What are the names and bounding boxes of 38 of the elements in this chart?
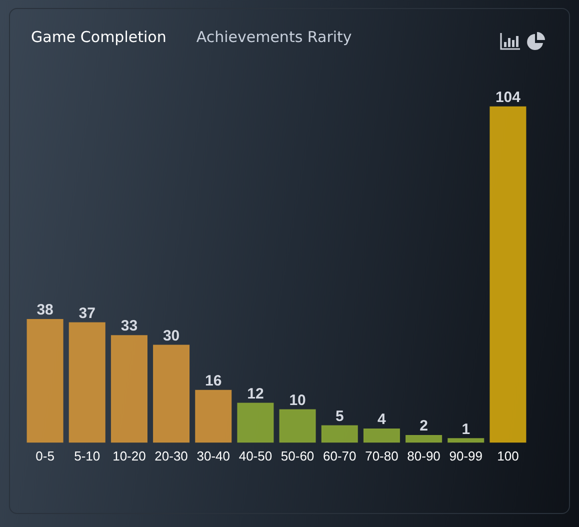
x-tick-label: 20-30 — [154, 448, 188, 464]
x-tick-label: 10-20 — [112, 448, 146, 464]
data-label: 30 — [162, 327, 180, 344]
bar — [406, 434, 442, 443]
x-tick-label: 50-60 — [280, 448, 314, 464]
x-tick-label: 30-40 — [196, 448, 230, 464]
x-tick-label: 60-70 — [323, 448, 356, 464]
data-label: 2 — [420, 418, 428, 435]
bar — [195, 390, 232, 443]
bar — [68, 322, 106, 443]
data-label: 1 — [462, 420, 470, 438]
data-label: 37 — [78, 304, 96, 322]
x-tick-label: 40-50 — [238, 448, 272, 464]
data-label: 33 — [120, 318, 138, 335]
x-tick-label: 100 — [497, 448, 519, 464]
bar — [363, 428, 400, 443]
bar — [237, 402, 274, 443]
data-label: 104 — [495, 89, 522, 106]
bar — [321, 425, 358, 443]
bar — [26, 318, 64, 443]
data-label: 4 — [378, 411, 387, 428]
bar — [110, 335, 148, 443]
x-tick-label: 90-99 — [449, 448, 482, 464]
x-tick-label: 80-90 — [407, 448, 440, 464]
x-tick-label: 0-5 — [36, 448, 54, 464]
bar — [153, 344, 190, 443]
data-label: 10 — [289, 392, 306, 409]
data-label: 5 — [335, 408, 344, 425]
x-tick-label: 70-80 — [365, 448, 398, 464]
bar — [448, 438, 484, 443]
x-tick-label: 5-10 — [74, 448, 100, 464]
data-label: 16 — [205, 372, 222, 390]
data-label: 12 — [247, 385, 264, 402]
chart-title: Game Completion — [31, 28, 166, 46]
data-label: 38 — [36, 302, 54, 319]
bar — [279, 409, 316, 443]
bar — [490, 106, 526, 443]
text: Achievements Rarity — [196, 28, 352, 46]
